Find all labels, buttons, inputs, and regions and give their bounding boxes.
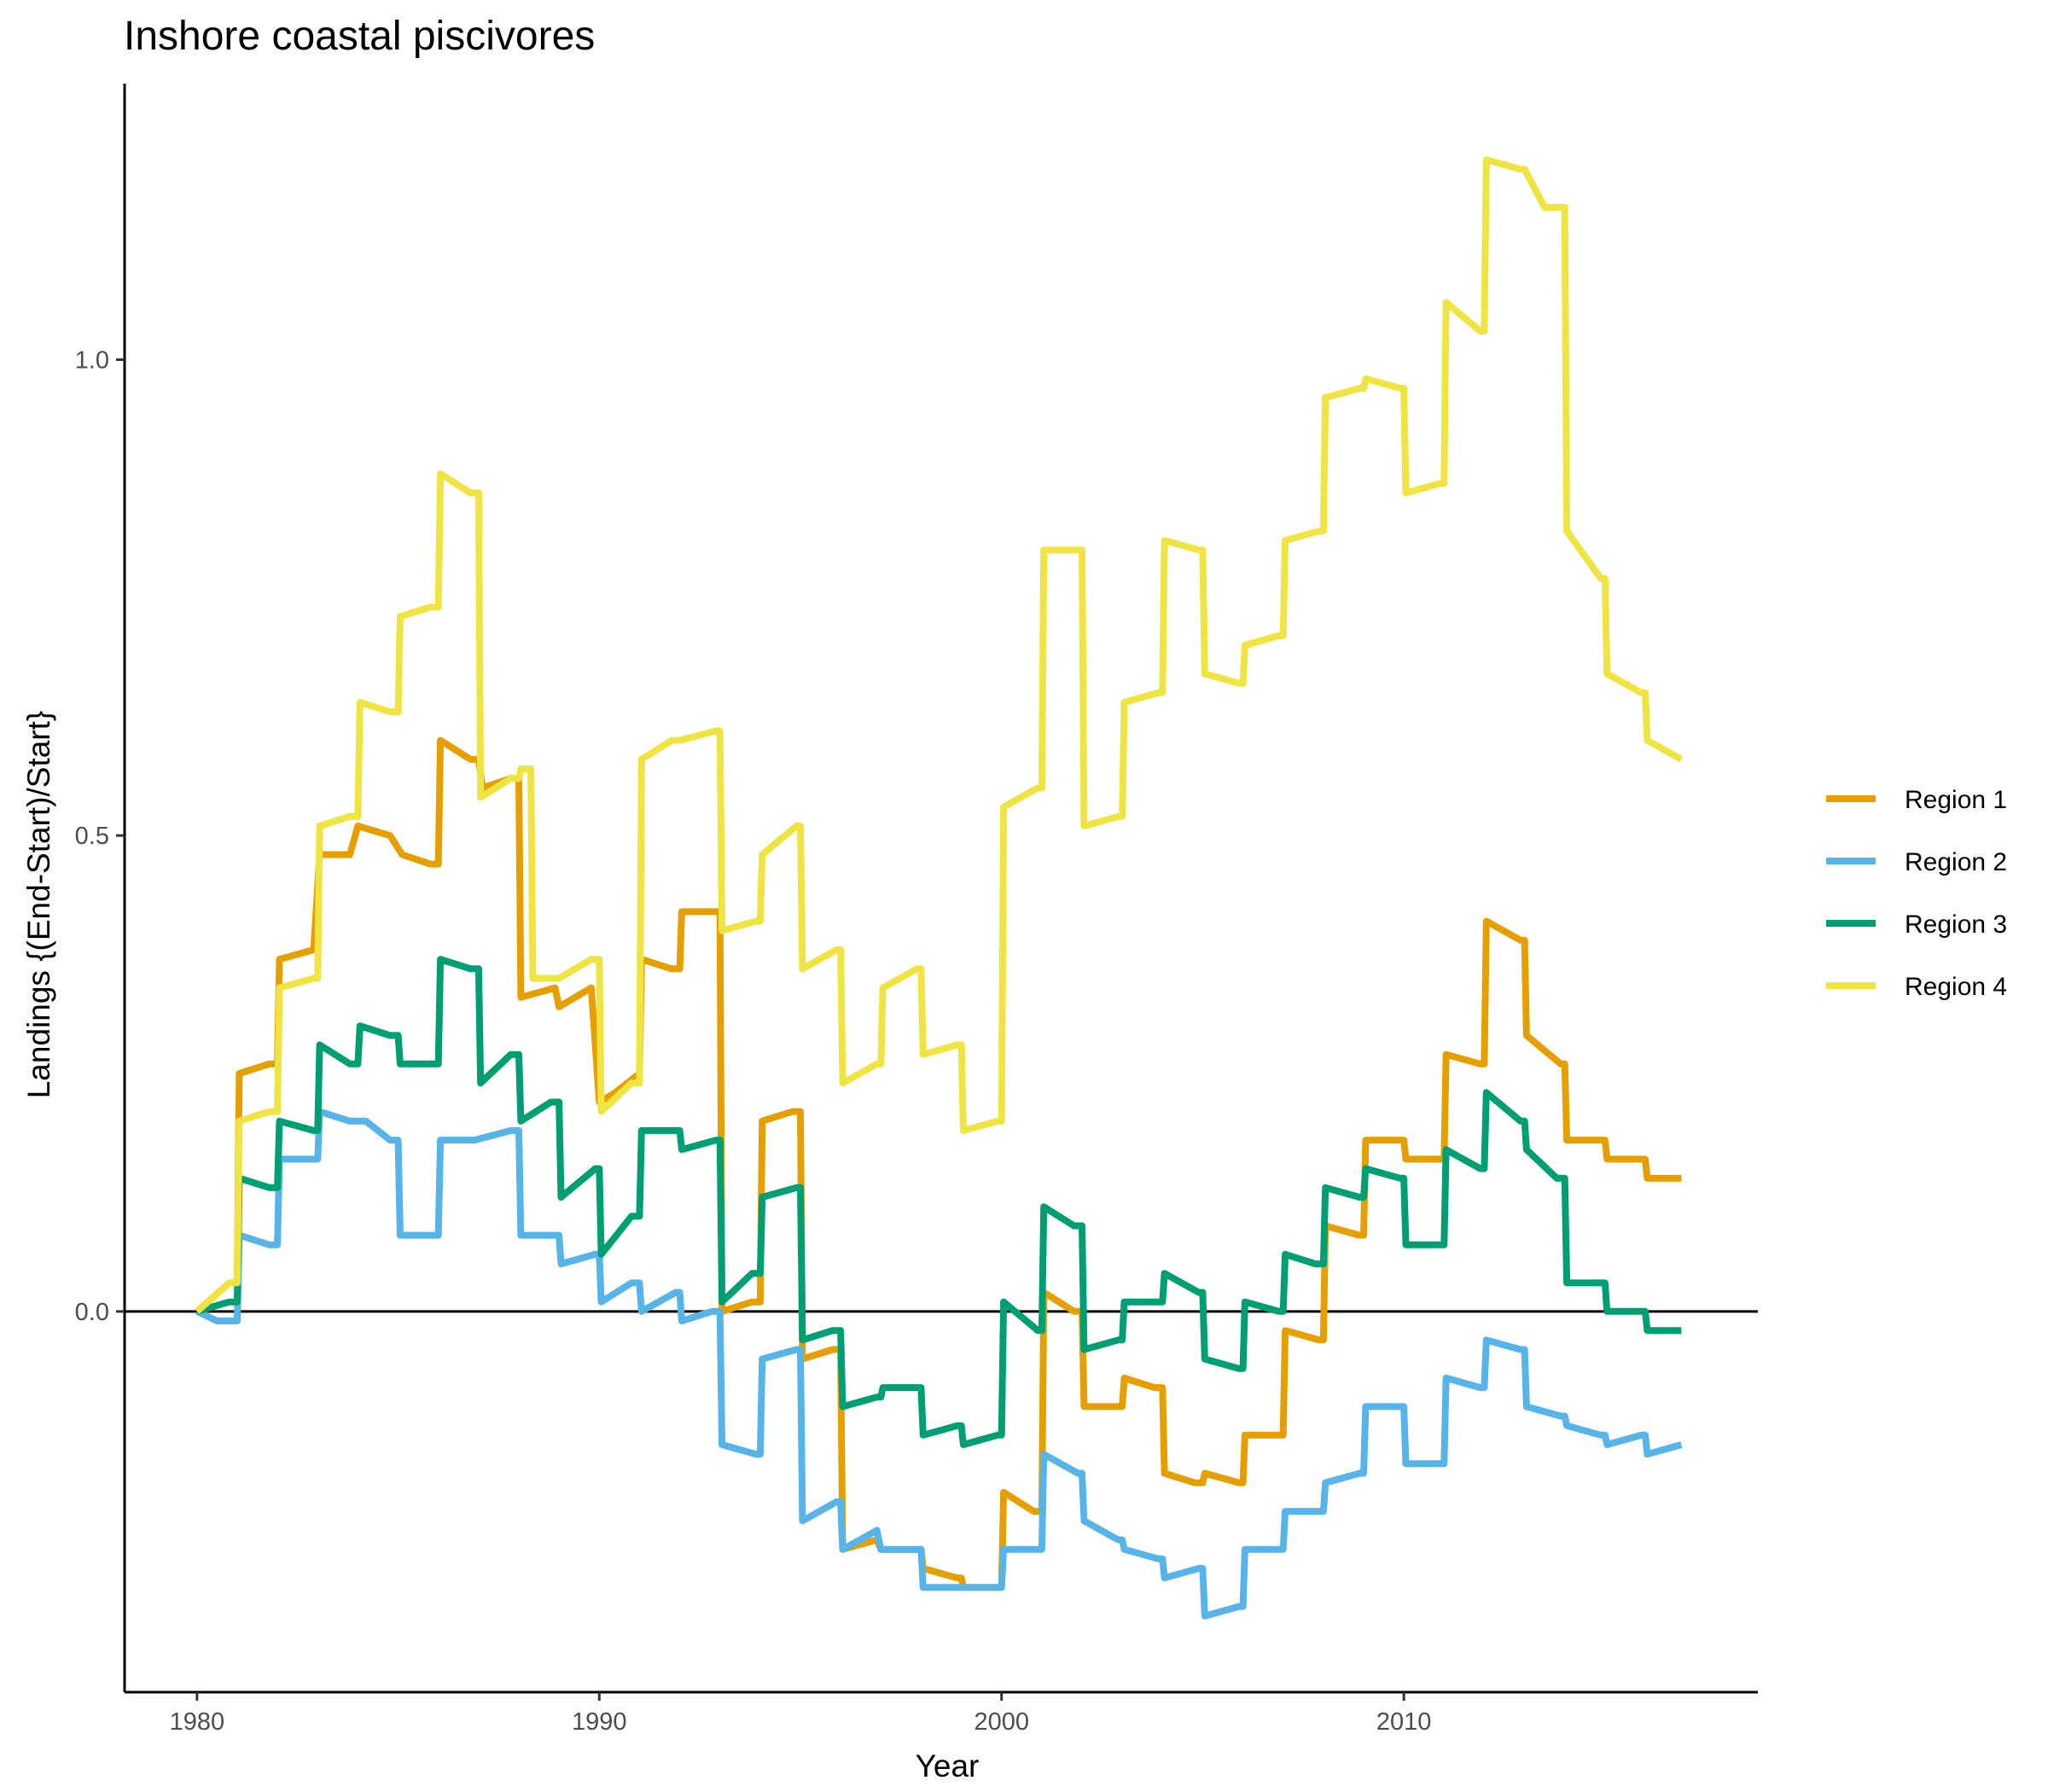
legend-label-region-2: Region 2 xyxy=(1905,848,2007,876)
chart-title: Inshore coastal piscivores xyxy=(124,14,595,59)
legend-label-region-1: Region 1 xyxy=(1905,786,2007,814)
axes: 1980 1990 2000 2010 0.0 0.5 1.0 xyxy=(75,84,1758,1736)
series-line-region-3 xyxy=(195,956,1682,1448)
y-tick-label: 0.0 xyxy=(75,1299,109,1326)
x-tick-label: 2000 xyxy=(974,1708,1029,1736)
legend-label-region-4: Region 4 xyxy=(1905,973,2007,1001)
y-tick-label: 0.5 xyxy=(75,823,109,850)
x-tick-label: 2010 xyxy=(1376,1708,1432,1736)
series-line-region-1 xyxy=(195,736,1682,1591)
plot-area xyxy=(125,156,1758,1620)
y-tick-label: 1.0 xyxy=(75,346,109,374)
legend: Region 1 Region 2 Region 3 Region 4 xyxy=(1826,786,2007,1001)
x-tick-label: 1980 xyxy=(170,1708,225,1736)
series-line-region-4 xyxy=(195,156,1684,1314)
legend-label-region-3: Region 3 xyxy=(1905,911,2007,939)
x-tick-label: 1990 xyxy=(572,1708,627,1736)
series-line-region-2 xyxy=(195,1108,1683,1620)
x-axis-title: Year xyxy=(916,1748,980,1783)
y-axis-title: Landings {(End-Start)/Start} xyxy=(21,711,56,1099)
